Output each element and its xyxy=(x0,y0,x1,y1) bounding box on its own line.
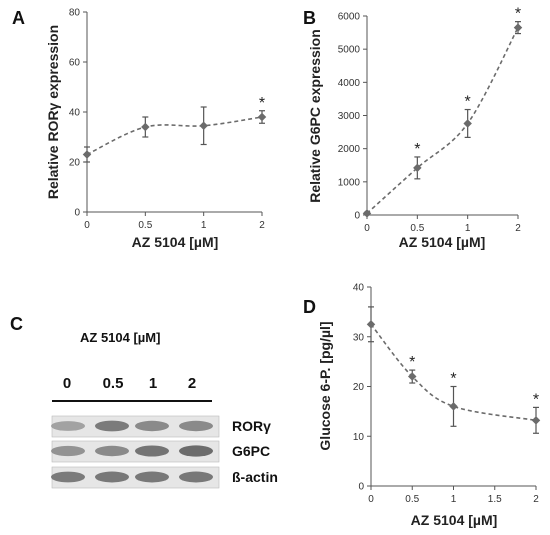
chart-b-x-tick-label: 2 xyxy=(515,223,521,234)
chart-a-series-line xyxy=(86,116,263,156)
chart-b-data-point xyxy=(463,119,472,128)
blot-band xyxy=(95,471,129,483)
chart-d-y-tick-label: 20 xyxy=(353,382,365,393)
chart-a-y-tick-label: 40 xyxy=(69,108,81,119)
chart-a-data-point xyxy=(141,122,150,132)
chart-d-x-tick-label: 1 xyxy=(451,494,457,505)
chart-a-x-tick-label: 1 xyxy=(201,220,207,231)
blot-lane-label: 2 xyxy=(188,375,196,392)
blot-band xyxy=(135,445,169,457)
chart-b-significance-star: * xyxy=(465,94,471,111)
chart-d-y-tick-label: 10 xyxy=(353,432,365,443)
chart-a-y-tick-label: 60 xyxy=(69,58,81,69)
blot-rows: RORγ G6PC ß-actin xyxy=(51,415,278,489)
blot-band xyxy=(51,421,85,431)
chart-panel-b: B Relative G6PC expression AZ 5104 [µM] … xyxy=(303,6,523,250)
y-axis-label-a: Relative RORγ expression xyxy=(45,25,61,199)
chart-b-x-tick-label: 0.5 xyxy=(410,223,424,234)
chart-d-x-tick-label: 2 xyxy=(533,494,539,505)
chart-b-x-tick-label: 1 xyxy=(465,223,471,234)
blot-band xyxy=(95,445,129,457)
blot-band xyxy=(135,420,169,432)
chart-panel-d: D Glucose 6-P. [pg/µl] AZ 5104 [µM] 0102… xyxy=(303,283,541,528)
chart-b-significance-star: * xyxy=(414,141,420,158)
chart-b-y-tick-label: 0 xyxy=(354,211,360,222)
chart-b-y-tick-label: 6000 xyxy=(338,12,361,23)
chart-b-y-tick-label: 4000 xyxy=(338,78,361,89)
chart-d-data-point xyxy=(449,402,458,411)
chart-d-y-tick-label: 40 xyxy=(353,283,365,294)
chart-d-significance-star: * xyxy=(533,391,539,408)
blot-band xyxy=(51,445,85,457)
blot-lane-label: 0 xyxy=(63,375,71,392)
chart-b-y-tick-label: 2000 xyxy=(338,144,361,155)
chart-a-significance-star: * xyxy=(259,95,265,112)
blot-lane-labels: 0 0.5 1 2 xyxy=(63,375,196,392)
chart-d-data-point xyxy=(531,416,541,425)
panel-label-c: C xyxy=(10,314,23,334)
chart-d-data-point xyxy=(408,372,417,381)
blot-band xyxy=(135,471,169,483)
chart-b-significance-star: * xyxy=(515,6,521,23)
chart-b-data-point xyxy=(362,209,372,218)
blot-lane-label: 1 xyxy=(149,375,157,392)
blot-band xyxy=(179,420,213,432)
chart-panel-a: A Relative RORγ expression AZ 5104 [µM] … xyxy=(12,8,267,250)
chart-d-x-tick-label: 0.5 xyxy=(405,494,419,505)
chart-b-x-tick-label: 0 xyxy=(364,223,370,234)
chart-d-significance-star: * xyxy=(450,371,456,388)
x-axis-label-b: AZ 5104 [µM] xyxy=(399,234,486,250)
blot-row-label: RORγ xyxy=(232,418,271,434)
x-axis-label-a: AZ 5104 [µM] xyxy=(132,234,219,250)
panel-label-d: D xyxy=(303,297,316,317)
chart-b-y-tick-label: 5000 xyxy=(338,45,361,56)
chart-d-series-line xyxy=(370,323,537,422)
chart-a-data-point xyxy=(82,150,92,159)
chart-a-data-point xyxy=(257,112,267,122)
chart-d-x-tick-label: 1.5 xyxy=(488,494,502,505)
chart-b-y-tick-label: 1000 xyxy=(338,177,361,188)
panel-label-a: A xyxy=(12,8,25,28)
panel-label-b: B xyxy=(303,8,316,28)
chart-d-data-point xyxy=(366,320,376,329)
chart-d-y-tick-label: 30 xyxy=(353,332,365,343)
blot-row-label: G6PC xyxy=(232,443,270,459)
blot-band xyxy=(179,445,213,457)
chart-b-series-line xyxy=(366,27,519,214)
chart-b-y-tick-label: 3000 xyxy=(338,111,361,122)
y-axis-label-b: Relative G6PC expression xyxy=(307,29,323,203)
blot-title: AZ 5104 [µM] xyxy=(80,330,160,345)
chart-b-data-point xyxy=(513,23,523,32)
blot-band xyxy=(95,420,129,432)
chart-a-y-tick-label: 20 xyxy=(69,158,81,169)
western-blot-panel: C AZ 5104 [µM] 0 0.5 1 2 RORγ G6PC ß-actin xyxy=(10,314,278,489)
chart-d-significance-star: * xyxy=(409,354,415,371)
blot-row-label: ß-actin xyxy=(232,469,278,485)
chart-a-y-tick-label: 80 xyxy=(69,8,81,19)
x-axis-label-d: AZ 5104 [µM] xyxy=(411,512,498,528)
chart-a-x-tick-label: 2 xyxy=(259,220,265,231)
blot-band xyxy=(51,471,85,483)
chart-a-x-tick-label: 0.5 xyxy=(138,220,152,231)
y-axis-label-d: Glucose 6-P. [pg/µl] xyxy=(317,321,333,450)
blot-band xyxy=(179,471,213,483)
chart-a-y-tick-label: 0 xyxy=(74,208,80,219)
chart-b-data-point xyxy=(413,163,422,173)
blot-lane-label: 0.5 xyxy=(103,375,124,392)
chart-d-y-tick-label: 0 xyxy=(358,482,364,493)
chart-a-data-point xyxy=(199,121,208,130)
chart-d-x-tick-label: 0 xyxy=(368,494,374,505)
chart-a-x-tick-label: 0 xyxy=(84,220,90,231)
